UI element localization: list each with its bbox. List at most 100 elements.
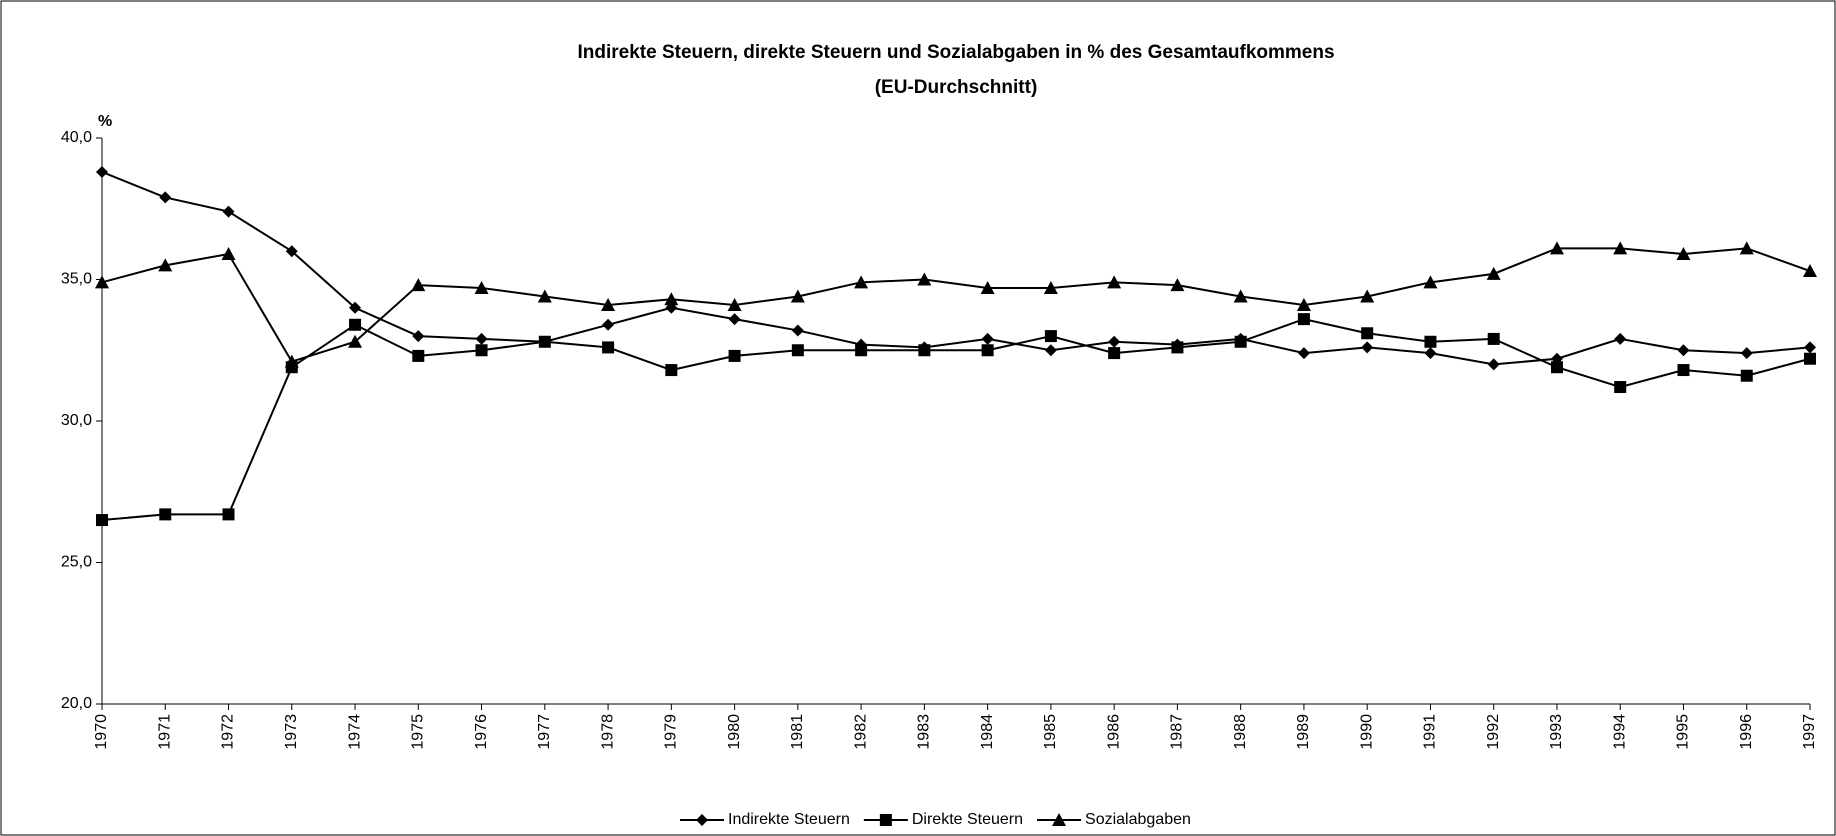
- data-point: [96, 514, 108, 527]
- x-tick-label: 1987: [1169, 714, 1186, 750]
- series-line: [101, 247, 1811, 363]
- x-tick-label: 1974: [346, 714, 363, 750]
- data-point: [474, 280, 489, 294]
- data-point: [791, 344, 804, 357]
- data-point: [411, 278, 426, 292]
- x-tick-label: 1973: [283, 714, 300, 750]
- data-point: [1487, 358, 1500, 371]
- data-point: [854, 275, 869, 289]
- data-point: [1424, 335, 1437, 348]
- data-point: [728, 349, 741, 362]
- y-axis-label: %: [98, 113, 112, 130]
- data-point: [159, 508, 172, 521]
- data-point: [348, 334, 363, 348]
- x-tick-label: 1981: [789, 714, 806, 750]
- data-point: [1613, 241, 1628, 255]
- data-point: [1803, 264, 1817, 278]
- series-line: [101, 318, 1811, 522]
- data-point: [1740, 347, 1753, 360]
- data-point: [1614, 381, 1627, 394]
- data-point: [96, 165, 108, 178]
- data-point: [1297, 313, 1310, 326]
- legend-marker: [879, 814, 892, 826]
- data-point: [728, 313, 741, 326]
- x-tick-label: 1988: [1232, 714, 1249, 750]
- chart-title: Indirekte Steuern, direkte Steuern und S…: [577, 42, 1334, 63]
- x-tick-label: 1989: [1295, 714, 1312, 750]
- x-tick-label: 1996: [1738, 714, 1755, 750]
- data-point: [284, 354, 299, 368]
- data-point: [1739, 241, 1754, 255]
- x-tick-label: 1984: [979, 714, 996, 750]
- data-point: [1424, 347, 1437, 360]
- data-point: [980, 280, 995, 294]
- series-line: [101, 171, 1811, 366]
- data-point: [665, 364, 678, 377]
- x-tick-label: 1977: [536, 714, 553, 750]
- data-point: [1549, 241, 1564, 255]
- legend-label: Sozialabgaben: [1085, 811, 1191, 828]
- data-point: [349, 301, 362, 314]
- data-point: [412, 349, 425, 362]
- data-point: [791, 324, 804, 337]
- data-point: [221, 247, 236, 261]
- data-point: [95, 275, 109, 289]
- x-tick-label: 1978: [599, 714, 616, 750]
- data-point: [602, 341, 615, 354]
- x-tick-label: 1994: [1611, 714, 1628, 750]
- data-point: [1487, 332, 1500, 345]
- data-point: [537, 289, 552, 303]
- data-point: [981, 332, 994, 345]
- data-point: [538, 335, 551, 348]
- data-point: [918, 344, 931, 357]
- data-point: [1361, 327, 1374, 340]
- x-tick-label: 1982: [852, 714, 869, 750]
- data-point: [1804, 341, 1816, 354]
- y-tick-label: 20,0: [61, 695, 92, 712]
- x-tick-label: 1997: [1801, 714, 1818, 750]
- y-tick-label: 25,0: [61, 554, 92, 571]
- legend-marker: [1052, 813, 1067, 826]
- x-tick-label: 1980: [726, 714, 743, 750]
- data-point: [1044, 344, 1057, 357]
- y-tick-label: 30,0: [61, 412, 92, 429]
- data-point: [475, 344, 488, 357]
- y-tick-label: 40,0: [61, 129, 92, 146]
- data-point: [222, 205, 235, 218]
- x-tick-label: 1970: [93, 714, 110, 750]
- data-point: [790, 289, 805, 303]
- data-point: [601, 297, 616, 311]
- data-point: [1804, 352, 1816, 365]
- data-point: [1171, 341, 1184, 354]
- y-tick-label: 35,0: [61, 271, 92, 288]
- data-point: [222, 508, 235, 521]
- data-point: [727, 297, 742, 311]
- data-point: [981, 344, 994, 357]
- data-point: [1550, 361, 1563, 374]
- data-point: [1676, 247, 1691, 261]
- x-tick-label: 1992: [1485, 714, 1502, 750]
- data-point: [1234, 335, 1247, 348]
- data-point: [475, 332, 488, 345]
- x-tick-label: 1971: [156, 714, 173, 750]
- data-point: [159, 191, 172, 204]
- data-point: [1107, 275, 1122, 289]
- x-tick-label: 1990: [1358, 714, 1375, 750]
- data-point: [1233, 289, 1248, 303]
- data-point: [1297, 347, 1310, 360]
- data-point: [349, 318, 362, 331]
- x-tick-label: 1983: [916, 714, 933, 750]
- data-point: [917, 272, 932, 286]
- data-point: [1108, 335, 1121, 348]
- data-point: [1677, 344, 1690, 357]
- data-point: [412, 330, 425, 343]
- legend-marker: [696, 814, 708, 826]
- data-point: [664, 292, 679, 306]
- x-tick-label: 1985: [1042, 714, 1059, 750]
- data-point: [1296, 297, 1311, 311]
- data-point: [1108, 347, 1121, 360]
- x-tick-label: 1991: [1422, 714, 1439, 750]
- x-tick-label: 1972: [220, 714, 237, 750]
